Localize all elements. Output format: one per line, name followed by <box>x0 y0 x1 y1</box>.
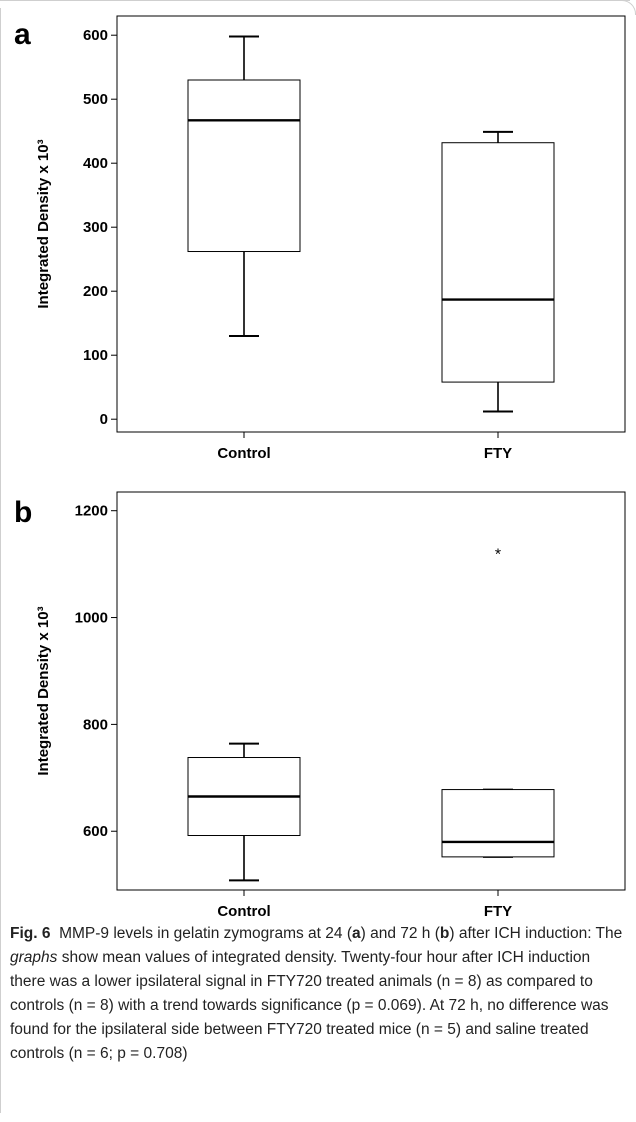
box-iqr <box>441 142 555 383</box>
panel-letter: b <box>14 496 32 529</box>
caption-part-1: MMP-9 levels in gelatin zymograms at 24 … <box>59 925 352 942</box>
y-axis-label: Integrated Density x 10³ <box>35 606 52 775</box>
x-category-label: Control <box>217 903 270 918</box>
y-tick-label: 1000 <box>75 610 108 627</box>
chart-panel-a: a 0 100 200 300 400 500 600 Integrated Density x… <box>14 15 626 462</box>
box-iqr <box>441 789 555 858</box>
y-axis-label: Integrated Density x 10³ <box>35 139 52 308</box>
box-iqr <box>187 79 301 253</box>
y-tick-label: 100 <box>83 347 108 364</box>
y-tick-label: 500 <box>83 91 108 108</box>
outlier-star: * <box>495 546 501 563</box>
caption-part-2: ) and 72 h ( <box>360 925 440 942</box>
y-tick-label: 600 <box>83 823 108 840</box>
y-tick-label: 400 <box>83 155 108 172</box>
y-tick-label: 0 <box>100 411 108 428</box>
frame-left-border <box>0 8 1 1113</box>
x-category-label: FTY <box>484 903 512 918</box>
caption-graphs-word: graphs <box>10 949 58 966</box>
chart-panel-b: b 600 800 1000 1200 Integrated Density x 10³ C… <box>14 491 626 918</box>
caption-panel-a-ref: a <box>352 925 361 942</box>
y-tick-label: 800 <box>83 716 108 733</box>
y-tick-label: 600 <box>83 27 108 44</box>
plot-frame <box>116 15 626 433</box>
y-tick-label: 200 <box>83 283 108 300</box>
plot-frame <box>116 491 626 891</box>
y-tick-label: 1200 <box>75 503 108 520</box>
caption-panel-b-ref: b <box>439 925 450 942</box>
caption-part-4: show mean values of integrated density. … <box>10 949 609 1062</box>
frame-top-border <box>0 0 630 1</box>
y-tick-label: 300 <box>83 219 108 236</box>
figure-caption: Fig. 6 MMP-9 levels in gelatin zymograms… <box>10 922 628 1066</box>
x-category-label: FTY <box>484 445 512 462</box>
caption-part-3: ) after ICH induction: The <box>449 925 623 942</box>
figure-label: Fig. 6 <box>10 925 51 942</box>
x-category-label: Control <box>217 445 270 462</box>
panel-letter: a <box>14 18 31 51</box>
